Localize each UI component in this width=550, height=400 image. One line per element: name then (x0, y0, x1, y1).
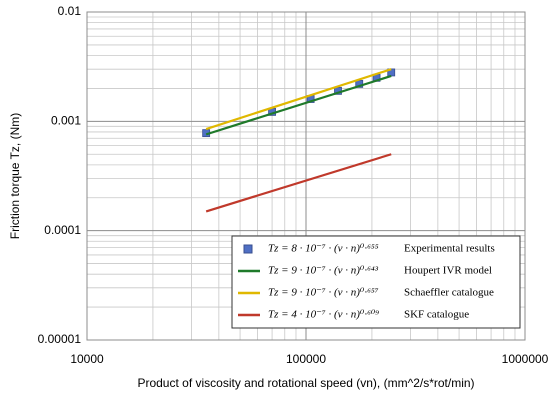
y-tick-label: 0.001 (51, 114, 81, 128)
x-tick-label: 1000000 (502, 352, 549, 366)
legend-label: Houpert IVR model (404, 265, 492, 277)
y-tick-label: 0.00001 (38, 332, 82, 346)
legend-label: SKF catalogue (404, 309, 469, 321)
legend-equation: Tz = 4 · 10⁻⁷ · (v · n)⁰·⁶⁰⁹ (268, 309, 379, 321)
line (205, 68, 392, 131)
legend-equation: Tz = 9 · 10⁻⁷ · (v · n)⁰·⁶⁵⁷ (268, 287, 379, 299)
legend-equation: Tz = 9 · 10⁻⁷ · (v · n)⁰·⁶⁴³ (268, 265, 379, 277)
line (205, 74, 392, 136)
legend-marker (243, 244, 253, 254)
legend-label: Experimental results (404, 243, 495, 255)
plot-frame (86, 11, 526, 341)
legend-label: Schaeffler catalogue (404, 287, 494, 299)
legend-box (231, 235, 521, 329)
y-axis-label: Friction torque Tz, (Nm) (8, 113, 22, 239)
y-tick-label: 0.01 (58, 4, 82, 18)
x-axis-label: Product of viscosity and rotational spee… (137, 376, 474, 390)
legend-equation: Tz = 8 · 10⁻⁷ · (v · n)⁰·⁶⁵⁵ (268, 243, 379, 255)
x-tick-label: 10000 (70, 352, 104, 366)
y-tick-label: 0.0001 (44, 223, 81, 237)
line (205, 153, 392, 213)
x-tick-label: 100000 (286, 352, 326, 366)
marker (387, 68, 396, 77)
